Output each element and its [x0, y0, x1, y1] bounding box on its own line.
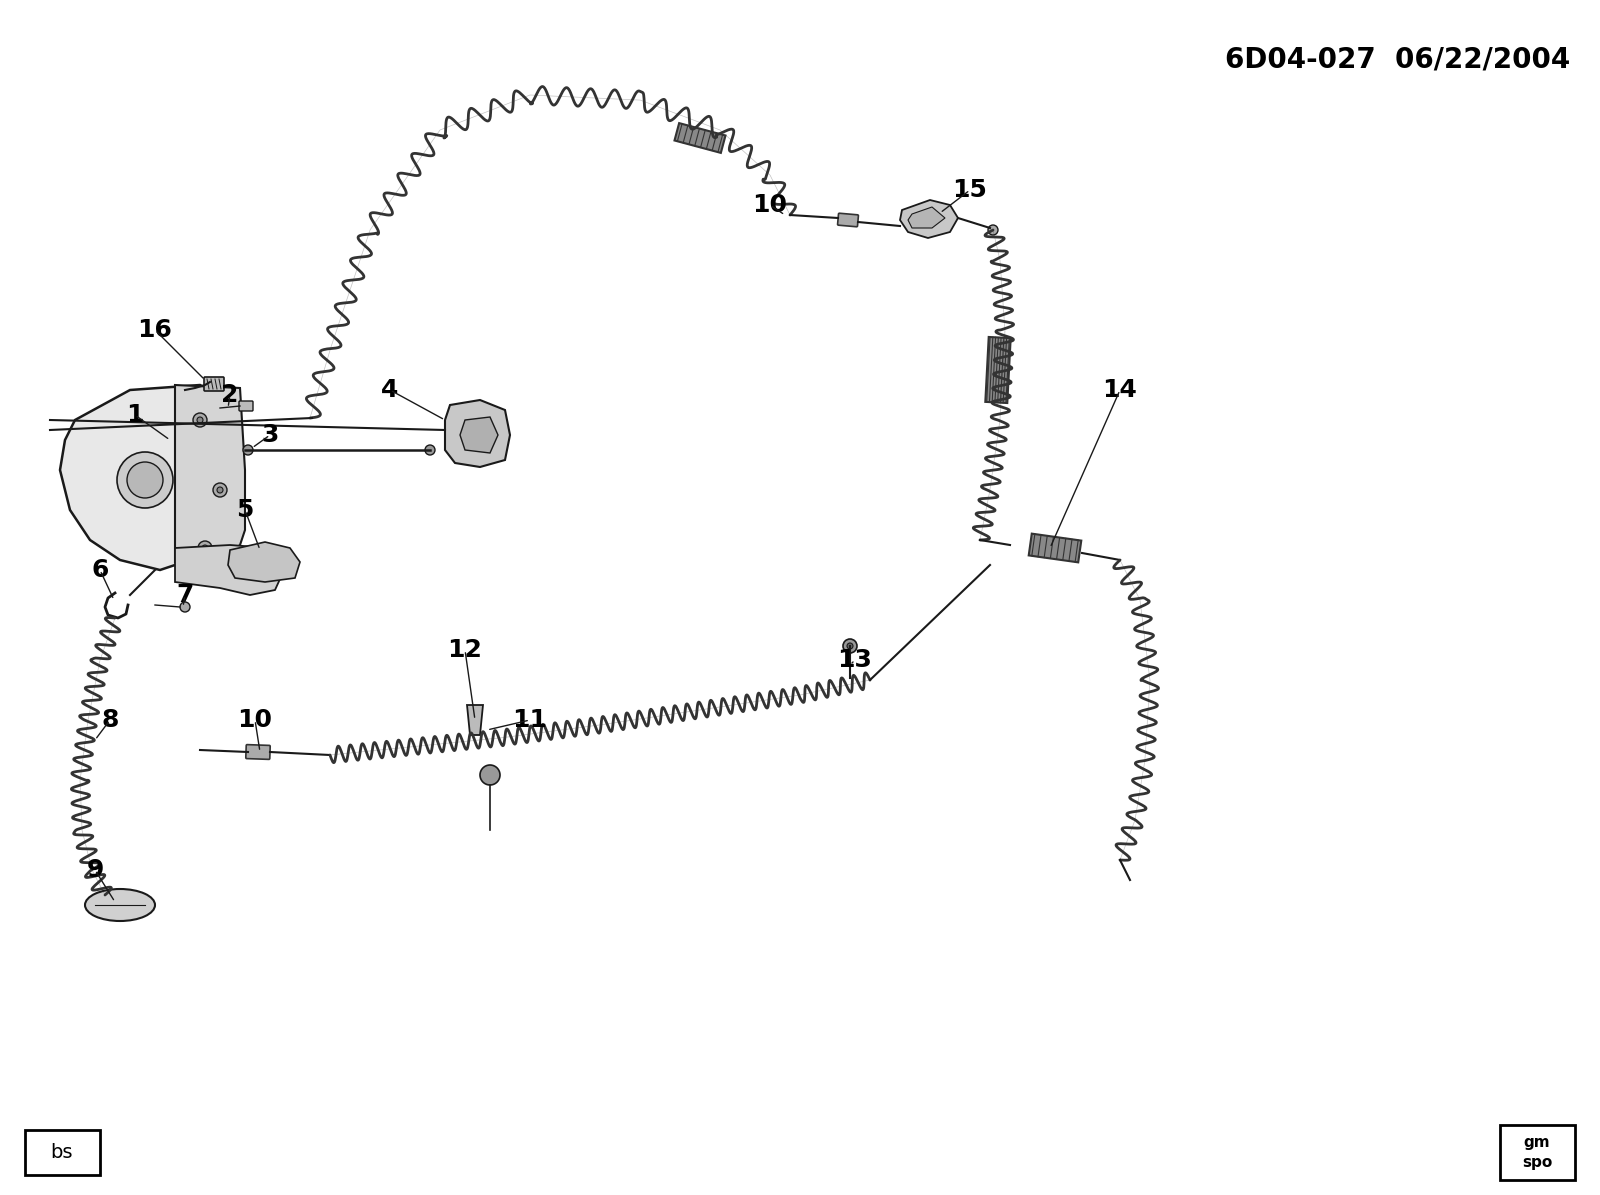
Text: 6D04-027  06/22/2004: 6D04-027 06/22/2004 [1224, 45, 1570, 73]
Circle shape [218, 488, 222, 494]
Circle shape [117, 452, 173, 508]
Text: 11: 11 [512, 707, 547, 733]
Circle shape [198, 541, 211, 554]
Circle shape [846, 643, 853, 649]
Circle shape [989, 225, 998, 235]
Circle shape [194, 413, 206, 427]
Text: 2: 2 [221, 384, 238, 407]
Text: 15: 15 [952, 178, 987, 202]
Text: 4: 4 [381, 378, 398, 402]
FancyBboxPatch shape [837, 213, 859, 227]
Text: bs: bs [51, 1142, 74, 1162]
FancyBboxPatch shape [1029, 534, 1082, 563]
Text: 7: 7 [176, 583, 194, 607]
Polygon shape [61, 385, 240, 570]
Text: 10: 10 [752, 194, 787, 217]
Circle shape [213, 483, 227, 497]
Circle shape [843, 639, 858, 652]
Polygon shape [909, 207, 946, 228]
Circle shape [426, 445, 435, 455]
FancyBboxPatch shape [238, 402, 253, 411]
Polygon shape [174, 545, 285, 595]
Text: 14: 14 [1102, 378, 1138, 402]
Ellipse shape [85, 889, 155, 921]
Text: 10: 10 [237, 707, 272, 733]
Polygon shape [445, 400, 510, 467]
Text: spo: spo [1522, 1154, 1552, 1170]
Text: gm: gm [1523, 1135, 1550, 1151]
Polygon shape [461, 417, 498, 453]
Polygon shape [229, 543, 301, 582]
Circle shape [202, 545, 208, 551]
FancyBboxPatch shape [986, 337, 1011, 403]
FancyBboxPatch shape [205, 376, 224, 391]
Text: 8: 8 [101, 707, 118, 733]
FancyBboxPatch shape [675, 123, 725, 153]
Text: 9: 9 [86, 858, 104, 882]
Text: 13: 13 [837, 648, 872, 672]
Text: 5: 5 [237, 498, 254, 522]
Text: 12: 12 [448, 638, 483, 662]
FancyBboxPatch shape [246, 744, 270, 759]
Polygon shape [467, 705, 483, 735]
Circle shape [243, 445, 253, 455]
Text: 16: 16 [138, 318, 173, 342]
Circle shape [179, 602, 190, 612]
Text: 3: 3 [261, 423, 278, 447]
Text: 1: 1 [126, 403, 144, 427]
Circle shape [197, 417, 203, 423]
Text: 6: 6 [91, 558, 109, 582]
Circle shape [126, 462, 163, 498]
Polygon shape [899, 200, 958, 238]
Circle shape [480, 765, 499, 785]
Polygon shape [174, 385, 245, 562]
